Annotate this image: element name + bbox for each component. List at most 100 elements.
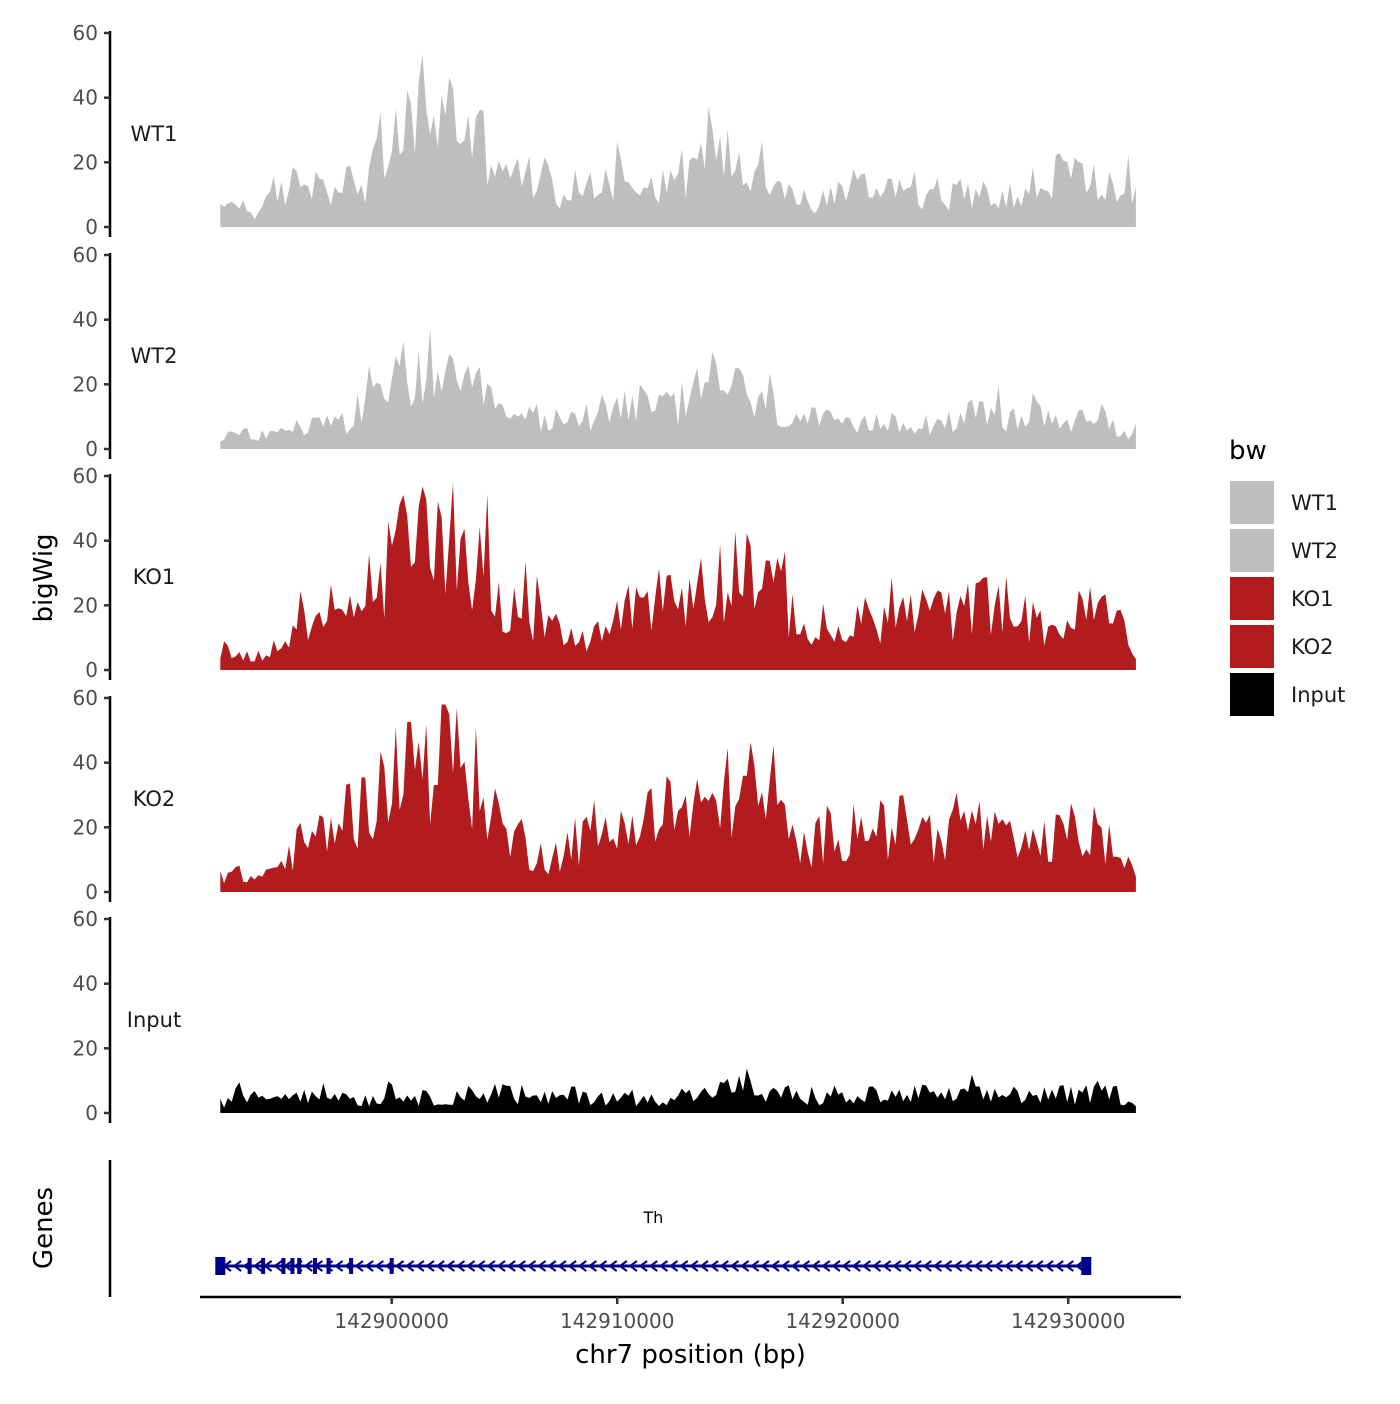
strand-arrow (394, 1260, 405, 1272)
y-tick-label: 20 (73, 593, 98, 617)
y-tick-label: 0 (85, 437, 98, 461)
legend-label-ko1: KO1 (1291, 587, 1334, 611)
strand-arrow (536, 1260, 547, 1272)
strand-arrow (892, 1260, 902, 1272)
legend-title: bw (1229, 436, 1267, 466)
strand-arrow (587, 1260, 597, 1272)
strand-arrow (364, 1260, 374, 1272)
gene-exon (261, 1258, 266, 1274)
strand-arrow (709, 1260, 719, 1272)
genes-track: Genes Th (29, 1160, 1092, 1297)
gene-exon (281, 1258, 286, 1274)
strand-arrow (354, 1260, 364, 1272)
genes-track-title: Genes (29, 1187, 59, 1269)
strand-arrow (1013, 1260, 1024, 1272)
y-axis-title: bigWig (29, 533, 59, 622)
strand-arrow (881, 1260, 892, 1272)
track-label-input: Input (127, 1008, 181, 1032)
strand-arrow (496, 1260, 506, 1272)
strand-arrow (1003, 1260, 1014, 1272)
strand-arrow (618, 1260, 628, 1272)
strand-arrow (607, 1260, 618, 1272)
y-tick-label: 40 (73, 751, 98, 775)
strand-arrow (1074, 1260, 1085, 1272)
gene-exon (247, 1258, 252, 1274)
strand-arrow (597, 1260, 608, 1272)
y-tick-label: 0 (85, 215, 98, 239)
strand-arrow (912, 1260, 922, 1272)
strand-arrow (739, 1260, 750, 1272)
strand-arrow (983, 1260, 993, 1272)
gene-exon (215, 1257, 226, 1275)
y-tick-label: 60 (73, 907, 98, 931)
strand-arrow (658, 1260, 669, 1272)
x-tick-label: 142930000 (1011, 1309, 1126, 1333)
gene-label: Th (642, 1208, 663, 1227)
track-panel-input: 0 20 40 60 Input (73, 907, 1136, 1125)
strand-arrow (922, 1260, 932, 1272)
strand-arrow (668, 1260, 679, 1272)
track-label-ko1: KO1 (133, 565, 176, 589)
legend-label-wt2: WT2 (1291, 539, 1338, 563)
y-tick-label: 20 (73, 372, 98, 396)
coverage-tracks: 0 20 40 60 WT1 0 20 40 60 WT2 0 20 40 60 KO1 0 20 40 60 KO2… (73, 21, 1136, 1125)
strand-arrow (800, 1260, 811, 1272)
y-tick-label: 40 (73, 529, 98, 553)
track-label-ko2: KO2 (133, 787, 176, 811)
strand-arrow (821, 1260, 831, 1272)
legend-key-wt1 (1230, 481, 1274, 524)
strand-arrow (232, 1260, 242, 1272)
track-area-wt1 (220, 54, 1136, 228)
strand-arrow (871, 1260, 882, 1272)
strand-arrow (435, 1260, 445, 1272)
strand-arrow (648, 1260, 658, 1272)
track-panel-ko2: 0 20 40 60 KO2 (73, 686, 1136, 904)
legend-label-input: Input (1291, 683, 1345, 707)
y-tick-label: 0 (85, 658, 98, 682)
strand-arrow (851, 1260, 861, 1272)
strand-arrow (729, 1260, 740, 1272)
gene-exon (389, 1258, 394, 1274)
gene-exon (1081, 1257, 1092, 1275)
strand-arrow (567, 1260, 577, 1272)
strand-arrow (476, 1260, 486, 1272)
x-tick-label: 142910000 (560, 1309, 675, 1333)
x-axis: chr7 position (bp) 142900000 142910000 142… (200, 1295, 1181, 1370)
strand-arrow (699, 1260, 709, 1272)
legend-key-wt2 (1230, 529, 1274, 572)
strand-arrow (841, 1260, 851, 1272)
strand-arrow (486, 1260, 496, 1272)
strand-arrow (374, 1260, 384, 1272)
gene-exon (349, 1258, 354, 1274)
strand-arrow (526, 1260, 537, 1272)
y-tick-label: 20 (73, 815, 98, 839)
strand-arrow (333, 1260, 344, 1272)
strand-arrow (516, 1260, 526, 1272)
x-tick-label: 142920000 (785, 1309, 900, 1333)
strand-arrow (993, 1260, 1003, 1272)
gene-exon (326, 1258, 331, 1274)
y-tick-label: 60 (73, 243, 98, 267)
strand-arrow (415, 1260, 425, 1272)
gene-exon (290, 1258, 295, 1274)
y-tick-label: 20 (73, 1036, 98, 1060)
gene-exon (297, 1258, 302, 1274)
strand-arrow (902, 1260, 912, 1272)
strand-arrow (760, 1260, 770, 1272)
y-tick-label: 20 (73, 150, 98, 174)
strand-arrow (638, 1260, 648, 1272)
strand-arrow (790, 1260, 800, 1272)
strand-arrow (1024, 1260, 1034, 1272)
track-panel-wt2: 0 20 40 60 WT2 (73, 243, 1136, 461)
track-panel-wt1: 0 20 40 60 WT1 (73, 21, 1136, 239)
track-label-wt1: WT1 (131, 122, 178, 146)
strand-arrow (547, 1260, 557, 1272)
y-tick-label: 40 (73, 308, 98, 332)
legend-label-ko2: KO2 (1291, 635, 1334, 659)
strand-arrow (273, 1260, 283, 1272)
strand-arrow (963, 1260, 973, 1272)
strand-arrow (953, 1260, 963, 1272)
strand-arrow (252, 1260, 263, 1272)
x-axis-title: chr7 position (bp) (575, 1340, 806, 1370)
y-tick-label: 0 (85, 880, 98, 904)
